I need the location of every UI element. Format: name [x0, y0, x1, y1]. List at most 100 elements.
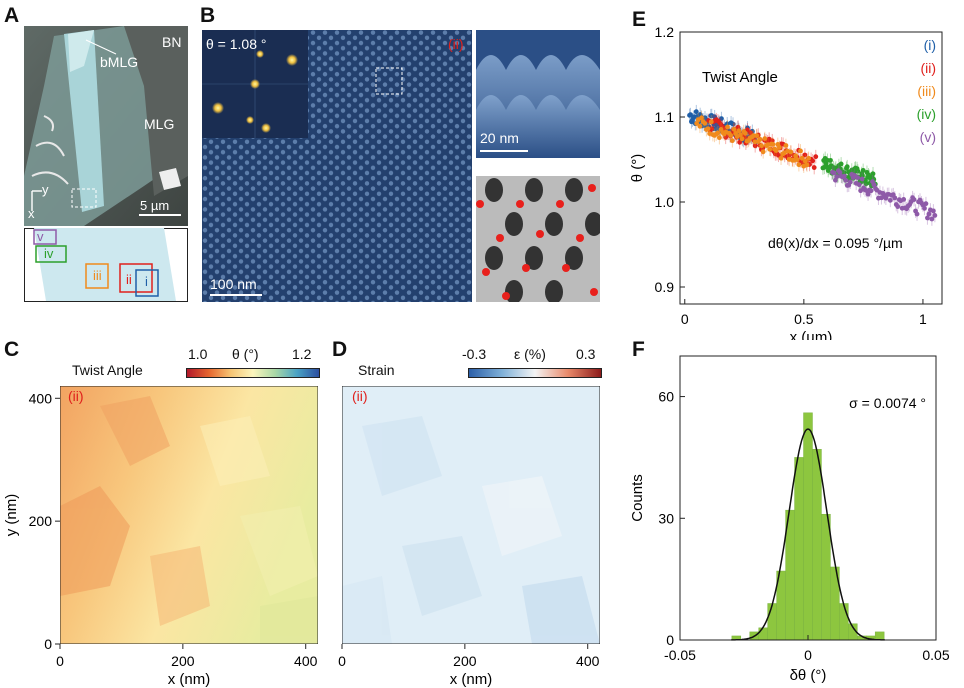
chart-e-point [737, 139, 743, 145]
label-bmlg: bMLG [100, 54, 139, 70]
chart-e-point [728, 133, 734, 138]
chart-e-point [860, 167, 866, 173]
chart-e-point [735, 124, 741, 130]
chart-e-point [725, 124, 730, 130]
chart-e-ytick-label: 1.2 [655, 24, 675, 40]
inset-theta-label: θ = 1.08 ° [206, 36, 267, 52]
chart-e-point [883, 195, 889, 201]
chart-e-point [762, 136, 768, 142]
chart-f-bar [803, 412, 813, 641]
chart-e-point [870, 171, 876, 177]
heatmap-c [60, 386, 318, 644]
chart-f-xlabel: δθ (°) [790, 667, 827, 684]
chart-e-point [702, 120, 708, 126]
heatmap-c-title: Twist Angle [72, 362, 143, 378]
chart-e-point [841, 170, 847, 176]
chart-e-point [742, 130, 748, 136]
chart-e-point [783, 143, 789, 148]
chart-e-point [871, 182, 877, 188]
chart-e-ytick-label: 1.1 [655, 109, 675, 125]
chart-e-point [925, 215, 930, 221]
chart-e-annotation: Twist Angle [702, 69, 778, 86]
chart-e-point [837, 170, 843, 175]
chart-f-bar [821, 513, 831, 641]
chart-e-point [754, 133, 760, 138]
chart-f-ytick-label: 60 [658, 389, 674, 405]
chart-e-point [834, 174, 840, 180]
chart-e-point [739, 136, 745, 142]
chart-e-xlabel: x (µm) [790, 329, 833, 340]
panel-label-f: F [632, 338, 645, 361]
chart-e-point [802, 152, 808, 158]
chart-e-point [856, 182, 862, 188]
chart-e-twist-angle: 0 0.5 1 0.9 1.0 1.1 1.2 x (µm) θ (°) Twist Angle d… [629, 24, 943, 340]
chart-e-point [788, 149, 794, 155]
chart-e-point [799, 155, 805, 161]
region-ii-label: ii [126, 272, 132, 287]
panel-label-a: A [4, 4, 20, 27]
chart-e-point [841, 173, 847, 179]
chart-e-point [844, 164, 850, 170]
chart-e-point [694, 121, 700, 126]
chart-f-ytick-label: 30 [658, 510, 674, 526]
chart-f-annotation: σ = 0.0074 ° [849, 395, 926, 411]
optical-image-a [24, 26, 188, 226]
chart-e-point [838, 161, 844, 167]
chart-e-point [847, 179, 853, 185]
chart-e-point [911, 197, 917, 202]
chart-e-point [705, 126, 711, 132]
chart-e-point [855, 168, 861, 174]
chart-e-point [843, 177, 849, 183]
chart-e-point [730, 121, 736, 127]
chart-e-point [923, 201, 929, 207]
chart-e-point [731, 126, 737, 132]
panel-label-d: D [332, 338, 348, 361]
chart-e-point [828, 157, 833, 163]
chart-e-legend-entry: (ii) [920, 60, 936, 76]
chart-e-point [813, 154, 819, 160]
chart-e-legend-entry: (iii) [917, 83, 936, 99]
chart-e-point [777, 144, 782, 150]
heatmap-c-ylabel: y (nm) [3, 494, 20, 537]
schematic-a [24, 228, 188, 302]
colorbar-d [468, 368, 602, 378]
heatmap-d-xlabel: x (nm) [450, 671, 493, 688]
region-ii-tag-c: (ii) [68, 388, 84, 404]
heatmap-d-axes: 0 200 400 x (nm) [338, 644, 600, 688]
chart-e-point [930, 208, 936, 214]
chart-e-ytick-label: 1.0 [655, 194, 675, 210]
label-bn: BN [162, 34, 182, 50]
heatmap-c-xtick-label: 400 [294, 653, 318, 669]
colorbar-c [186, 368, 320, 378]
chart-e-xtick-label: 1 [919, 311, 927, 327]
chart-e-equation: dθ(x)/dx = 0.095 °/µm [768, 235, 903, 251]
panel-label-c: C [4, 338, 20, 361]
heatmap-d-xtick-label: 200 [453, 653, 477, 669]
region-iv-label: iv [44, 246, 54, 261]
scalebar-b-label: 100 nm [210, 276, 257, 292]
chart-e-point [887, 197, 893, 203]
heatmap-c-ytick-label: 200 [29, 513, 53, 529]
heatmap-c-xlabel: x (nm) [168, 671, 211, 688]
chart-f-bar [758, 627, 768, 641]
chart-e-point [715, 130, 721, 136]
chart-e-point [831, 170, 837, 176]
chart-e-point [760, 149, 766, 155]
chart-e-point [745, 127, 750, 133]
scalebar-a-label: 5 µm [140, 198, 170, 213]
chart-e-point [752, 143, 758, 149]
chart-e-point [855, 175, 861, 181]
chart-f-bar [874, 631, 885, 641]
panel-label-b: B [200, 4, 216, 27]
chart-e-point [759, 143, 764, 149]
scalebar-zoom-label: 20 nm [480, 130, 519, 146]
chart-f-bar [839, 603, 849, 641]
chart-e-point [793, 153, 799, 159]
chart-f-xtick-label: 0 [804, 647, 812, 663]
chart-e-point [748, 130, 753, 136]
chart-e-point [699, 115, 704, 121]
colorbar-c-label: θ (°) [232, 346, 259, 362]
chart-e-point [929, 216, 935, 222]
chart-e-point [806, 155, 812, 161]
